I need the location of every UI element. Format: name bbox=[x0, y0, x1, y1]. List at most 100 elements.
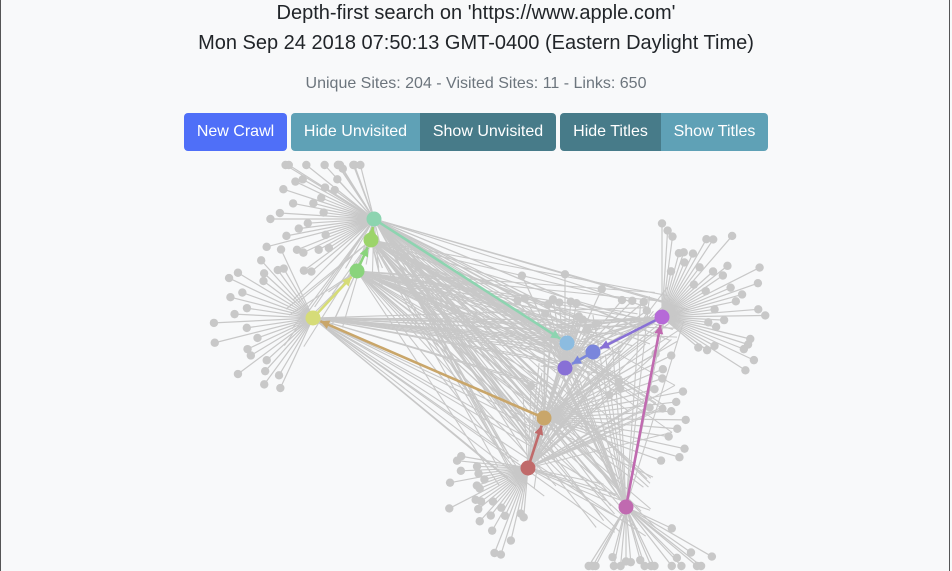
unvisited-site-node[interactable] bbox=[707, 552, 717, 561]
unvisited-site-node[interactable] bbox=[667, 524, 677, 533]
unvisited-site-node[interactable] bbox=[650, 384, 659, 394]
unvisited-site-node[interactable] bbox=[292, 245, 302, 255]
unvisited-site-node[interactable] bbox=[755, 263, 764, 272]
unvisited-site-node[interactable] bbox=[664, 432, 673, 441]
unvisited-site-node[interactable] bbox=[572, 299, 581, 308]
unvisited-site-node[interactable] bbox=[646, 561, 656, 571]
visited-site-node[interactable] bbox=[366, 211, 382, 227]
unvisited-site-node[interactable] bbox=[242, 303, 252, 313]
unvisited-site-node[interactable] bbox=[695, 263, 704, 272]
unvisited-site-node[interactable] bbox=[224, 273, 234, 283]
unvisited-site-node[interactable] bbox=[472, 462, 482, 471]
unvisited-site-node[interactable] bbox=[597, 284, 606, 294]
unvisited-site-node[interactable] bbox=[298, 175, 307, 184]
unvisited-site-node[interactable] bbox=[679, 248, 688, 257]
unvisited-site-node[interactable] bbox=[719, 315, 729, 325]
hide-unvisited-button[interactable]: Hide Unvisited bbox=[291, 113, 420, 151]
unvisited-site-node[interactable] bbox=[657, 219, 667, 228]
show-unvisited-button[interactable]: Show Unvisited bbox=[420, 113, 556, 151]
unvisited-site-node[interactable] bbox=[282, 231, 291, 241]
unvisited-site-node[interactable] bbox=[266, 214, 275, 224]
unvisited-site-node[interactable] bbox=[320, 160, 329, 170]
unvisited-site-node[interactable] bbox=[527, 382, 536, 391]
unvisited-site-node[interactable] bbox=[667, 561, 676, 571]
unvisited-site-node[interactable] bbox=[349, 160, 358, 170]
unvisited-site-node[interactable] bbox=[658, 374, 667, 383]
unvisited-site-node[interactable] bbox=[749, 355, 759, 365]
unvisited-site-node[interactable] bbox=[490, 548, 499, 558]
unvisited-site-node[interactable] bbox=[701, 286, 710, 296]
unvisited-site-node[interactable] bbox=[726, 283, 735, 292]
unvisited-site-node[interactable] bbox=[291, 177, 300, 186]
unvisited-site-node[interactable] bbox=[754, 305, 763, 314]
unvisited-site-node[interactable] bbox=[591, 319, 601, 329]
unvisited-site-node[interactable] bbox=[321, 230, 330, 240]
unvisited-site-node[interactable] bbox=[456, 466, 466, 476]
unvisited-site-node[interactable] bbox=[288, 199, 298, 208]
unvisited-site-node[interactable] bbox=[472, 481, 482, 490]
unvisited-site-node[interactable] bbox=[309, 199, 318, 208]
unvisited-site-node[interactable] bbox=[445, 504, 454, 513]
unvisited-site-node[interactable] bbox=[671, 397, 681, 407]
unvisited-site-node[interactable] bbox=[640, 561, 649, 571]
unvisited-site-node[interactable] bbox=[513, 296, 522, 305]
unvisited-site-node[interactable] bbox=[262, 242, 271, 252]
unvisited-site-node[interactable] bbox=[555, 298, 564, 307]
unvisited-site-node[interactable] bbox=[299, 266, 309, 275]
unvisited-site-node[interactable] bbox=[474, 469, 483, 478]
unvisited-site-node[interactable] bbox=[299, 248, 308, 257]
unvisited-site-node[interactable] bbox=[727, 231, 737, 241]
unvisited-site-node[interactable] bbox=[226, 293, 235, 302]
new-crawl-button[interactable]: New Crawl bbox=[184, 113, 287, 151]
unvisited-site-node[interactable] bbox=[260, 366, 270, 376]
unvisited-site-node[interactable] bbox=[471, 495, 480, 505]
unvisited-site-node[interactable] bbox=[617, 295, 627, 305]
unvisited-site-node[interactable] bbox=[689, 280, 699, 289]
unvisited-site-node[interactable] bbox=[520, 294, 530, 303]
unvisited-site-node[interactable] bbox=[694, 343, 703, 352]
unvisited-site-node[interactable] bbox=[666, 267, 676, 276]
unvisited-site-node[interactable] bbox=[243, 344, 252, 354]
unvisited-site-node[interactable] bbox=[548, 295, 558, 304]
unvisited-site-node[interactable] bbox=[615, 377, 624, 386]
unvisited-site-node[interactable] bbox=[678, 387, 688, 396]
unvisited-site-node[interactable] bbox=[246, 351, 256, 360]
unvisited-site-node[interactable] bbox=[276, 245, 286, 254]
unvisited-site-node[interactable] bbox=[702, 345, 712, 355]
visited-site-node[interactable] bbox=[654, 309, 670, 325]
unvisited-site-node[interactable] bbox=[680, 258, 689, 267]
unvisited-site-node[interactable] bbox=[500, 511, 510, 520]
unvisited-site-node[interactable] bbox=[279, 264, 288, 273]
unvisited-site-node[interactable] bbox=[680, 444, 689, 453]
unvisited-site-node[interactable] bbox=[663, 226, 672, 235]
unvisited-site-node[interactable] bbox=[487, 526, 497, 535]
visited-site-node[interactable] bbox=[363, 232, 379, 248]
unvisited-site-node[interactable] bbox=[628, 296, 637, 305]
unvisited-site-node[interactable] bbox=[480, 475, 489, 484]
unvisited-site-node[interactable] bbox=[259, 276, 268, 286]
unvisited-site-node[interactable] bbox=[616, 384, 625, 393]
unvisited-site-node[interactable] bbox=[256, 256, 266, 265]
unvisited-site-node[interactable] bbox=[656, 456, 666, 465]
unvisited-site-node[interactable] bbox=[639, 297, 648, 307]
unvisited-site-node[interactable] bbox=[233, 369, 243, 379]
unvisited-site-node[interactable] bbox=[702, 234, 711, 244]
unvisited-site-node[interactable] bbox=[708, 235, 718, 244]
visited-site-node[interactable] bbox=[557, 360, 573, 376]
unvisited-site-node[interactable] bbox=[320, 183, 330, 192]
visited-site-node[interactable] bbox=[559, 335, 575, 351]
visited-site-node[interactable] bbox=[520, 460, 536, 476]
unvisited-site-node[interactable] bbox=[608, 552, 617, 562]
unvisited-site-node[interactable] bbox=[658, 404, 667, 413]
unvisited-site-node[interactable] bbox=[260, 380, 269, 389]
unvisited-site-node[interactable] bbox=[761, 311, 770, 320]
unvisited-site-node[interactable] bbox=[672, 553, 682, 563]
unvisited-site-node[interactable] bbox=[302, 160, 311, 170]
hide-titles-button[interactable]: Hide Titles bbox=[560, 113, 661, 151]
visited-site-node[interactable] bbox=[536, 410, 552, 426]
unvisited-site-node[interactable] bbox=[517, 271, 527, 280]
unvisited-site-node[interactable] bbox=[475, 517, 484, 526]
unvisited-site-node[interactable] bbox=[658, 365, 668, 374]
unvisited-site-node[interactable] bbox=[335, 160, 345, 170]
unvisited-site-node[interactable] bbox=[333, 175, 342, 184]
